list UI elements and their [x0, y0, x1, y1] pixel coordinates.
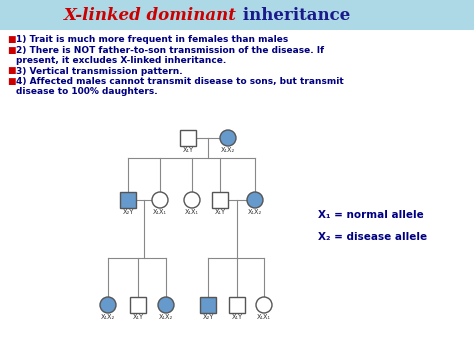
- Text: X-linked dominant: X-linked dominant: [64, 6, 237, 24]
- Circle shape: [158, 297, 174, 313]
- Text: present, it excludes X-linked inheritance.: present, it excludes X-linked inheritanc…: [16, 56, 226, 65]
- Text: X₁X₁: X₁X₁: [153, 209, 167, 215]
- FancyBboxPatch shape: [229, 297, 245, 313]
- Text: ■: ■: [7, 45, 16, 54]
- Text: X₁ = normal allele: X₁ = normal allele: [318, 210, 424, 220]
- Text: ■: ■: [7, 77, 16, 86]
- Text: disease to 100% daughters.: disease to 100% daughters.: [16, 87, 158, 97]
- Text: X₁X₁: X₁X₁: [257, 314, 271, 320]
- Circle shape: [152, 192, 168, 208]
- FancyBboxPatch shape: [120, 192, 136, 208]
- Text: X₂Y: X₂Y: [122, 209, 134, 215]
- Text: 2) There is NOT father-to-son transmission of the disease. If: 2) There is NOT father-to-son transmissi…: [16, 45, 324, 54]
- Text: X₁Y: X₁Y: [214, 209, 226, 215]
- Circle shape: [100, 297, 116, 313]
- Text: ■: ■: [7, 35, 16, 44]
- Text: X₁X₂: X₁X₂: [248, 209, 262, 215]
- Text: X₁Y: X₁Y: [182, 147, 193, 153]
- Circle shape: [247, 192, 263, 208]
- Text: X₁X₁: X₁X₁: [185, 209, 199, 215]
- Text: ■: ■: [7, 67, 16, 76]
- Circle shape: [184, 192, 200, 208]
- FancyBboxPatch shape: [180, 130, 196, 146]
- Circle shape: [220, 130, 236, 146]
- Text: inheritance: inheritance: [237, 6, 350, 24]
- FancyBboxPatch shape: [212, 192, 228, 208]
- Text: 3) Vertical transmission pattern.: 3) Vertical transmission pattern.: [16, 67, 182, 76]
- Text: X₁Y: X₁Y: [231, 314, 243, 320]
- Text: X₂ = disease allele: X₂ = disease allele: [318, 232, 427, 242]
- Text: X₁X₂: X₁X₂: [159, 314, 173, 320]
- Text: X₂Y: X₂Y: [202, 314, 214, 320]
- Text: 4) Affected males cannot transmit disease to sons, but transmit: 4) Affected males cannot transmit diseas…: [16, 77, 344, 86]
- Circle shape: [256, 297, 272, 313]
- FancyBboxPatch shape: [130, 297, 146, 313]
- Text: 1) Trait is much more frequent in females than males: 1) Trait is much more frequent in female…: [16, 35, 288, 44]
- Text: X₁Y: X₁Y: [132, 314, 144, 320]
- Text: X₁X₂: X₁X₂: [221, 147, 235, 153]
- Text: X₁X₂: X₁X₂: [101, 314, 115, 320]
- FancyBboxPatch shape: [200, 297, 216, 313]
- Bar: [0, 0, 474, 30]
